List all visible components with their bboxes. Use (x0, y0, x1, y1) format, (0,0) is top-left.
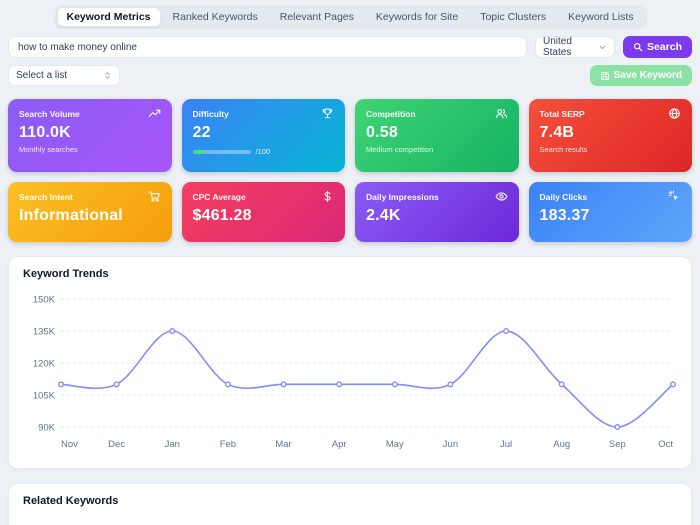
save-keyword-button[interactable]: Save Keyword (589, 65, 692, 86)
metric-value: 183.37 (539, 207, 590, 224)
keyword-trends-chart: 90K 105K 120K 135K 150K Nov Dec Jan Feb Mar Apr May… (33, 295, 677, 450)
tab-relevant-pages[interactable]: Relevant Pages (279, 11, 354, 23)
save-icon (600, 71, 609, 80)
keyword-search-input[interactable] (8, 36, 527, 58)
svg-text:Dec: Dec (108, 439, 125, 450)
metric-title: Daily Impressions (366, 191, 439, 202)
svg-text:Jan: Jan (165, 439, 180, 450)
metric-card-total-serp: Total SERP 7.4B Search results (528, 99, 692, 172)
metric-subtitle: Search results (539, 145, 588, 154)
search-row: United States Search (8, 36, 692, 58)
metric-value: Informational (19, 207, 123, 224)
tab-keywords-for-site[interactable]: Keywords for Site (375, 11, 459, 23)
metric-title: Daily Clicks (539, 191, 588, 202)
metric-card-daily-impressions: Daily Impressions 2.4K (355, 182, 519, 242)
cursor-click-icon (668, 190, 681, 203)
svg-text:Nov: Nov (61, 439, 78, 450)
sort-chevrons-icon (105, 72, 110, 79)
save-keyword-label: Save Keyword (613, 70, 682, 81)
metric-title: Search Volume (19, 108, 80, 119)
metric-title: Total SERP (539, 108, 585, 119)
svg-text:Aug: Aug (553, 439, 570, 450)
difficulty-progress: /100 (192, 147, 335, 156)
tab-keyword-metrics[interactable]: Keyword Metrics (56, 7, 161, 27)
metric-value: 22 (192, 124, 211, 141)
svg-text:Jul: Jul (500, 439, 512, 450)
svg-text:Feb: Feb (220, 439, 236, 450)
tab-bar-wrap: Keyword Metrics Ranked Keywords Relevant P… (0, 0, 700, 29)
related-keywords-card: Related Keywords (8, 483, 692, 525)
svg-text:Apr: Apr (332, 439, 347, 450)
metric-title: Search Intent (19, 191, 73, 202)
metric-value: 0.58 (366, 124, 398, 141)
country-select[interactable]: United States (534, 36, 615, 58)
svg-text:135K: 135K (33, 327, 56, 338)
metric-subtitle: Medium competition (366, 145, 434, 154)
list-select-placeholder: Select a list (16, 70, 68, 81)
svg-text:Jun: Jun (443, 439, 458, 450)
dollar-icon (321, 190, 334, 203)
search-icon (633, 43, 643, 52)
metric-card-search-intent: Search Intent Informational (8, 182, 172, 242)
chevron-down-icon (599, 45, 606, 49)
tab-bar: Keyword Metrics Ranked Keywords Relevant P… (53, 5, 647, 29)
svg-text:150K: 150K (33, 295, 56, 306)
list-select[interactable]: Select a list (8, 65, 120, 86)
globe-icon (668, 107, 681, 120)
metric-title: Competition (366, 108, 416, 119)
tab-keyword-lists[interactable]: Keyword Lists (568, 11, 634, 23)
eye-icon (494, 190, 508, 203)
progress-fill (192, 149, 206, 154)
search-button[interactable]: Search (622, 36, 692, 58)
metric-card-difficulty: Difficulty 22/100 (181, 99, 345, 172)
svg-text:120K: 120K (33, 359, 56, 370)
users-icon (495, 107, 508, 120)
svg-text:105K: 105K (33, 391, 56, 402)
svg-text:Sep: Sep (609, 439, 626, 450)
trending-up-icon (148, 107, 161, 120)
tab-topic-clusters[interactable]: Topic Clusters (480, 11, 547, 23)
tab-ranked-keywords[interactable]: Ranked Keywords (172, 11, 258, 23)
metric-title: Difficulty (192, 108, 229, 119)
search-button-label: Search (646, 41, 682, 53)
metric-card-competition: Competition 0.58 Medium competition (355, 99, 519, 172)
progress-max-label: /100 (255, 147, 271, 156)
metric-value: 7.4B (539, 124, 575, 141)
metric-cards-grid: Search Volume 110.0K Monthly searches Diffi… (8, 99, 692, 242)
metric-subtitle: Monthly searches (19, 145, 78, 154)
metric-value: 2.4K (366, 207, 401, 224)
related-keywords-title: Related Keywords (23, 495, 119, 507)
metric-value: $461.28 (192, 207, 252, 224)
keyword-trends-title: Keyword Trends (23, 268, 109, 280)
metric-value: 110.0K (19, 124, 71, 141)
svg-text:May: May (386, 439, 404, 450)
svg-text:90K: 90K (38, 423, 56, 434)
list-row: Select a list Save Keyword (8, 65, 692, 86)
progress-track (192, 149, 251, 154)
country-select-value: United States (542, 36, 572, 58)
svg-text:Oct: Oct (658, 439, 673, 450)
trophy-icon (321, 107, 334, 120)
metric-card-daily-clicks: Daily Clicks 183.37 (528, 182, 692, 242)
metric-card-search-volume: Search Volume 110.0K Monthly searches (8, 99, 172, 172)
svg-text:Mar: Mar (275, 439, 291, 450)
cart-icon (148, 190, 161, 203)
metric-title: CPC Average (192, 191, 246, 202)
keyword-trends-card: Keyword Trends 90K 105K 120K 135K 150K Nov Dec… (8, 256, 692, 469)
metric-card-cpc-average: CPC Average $461.28 (181, 182, 345, 242)
